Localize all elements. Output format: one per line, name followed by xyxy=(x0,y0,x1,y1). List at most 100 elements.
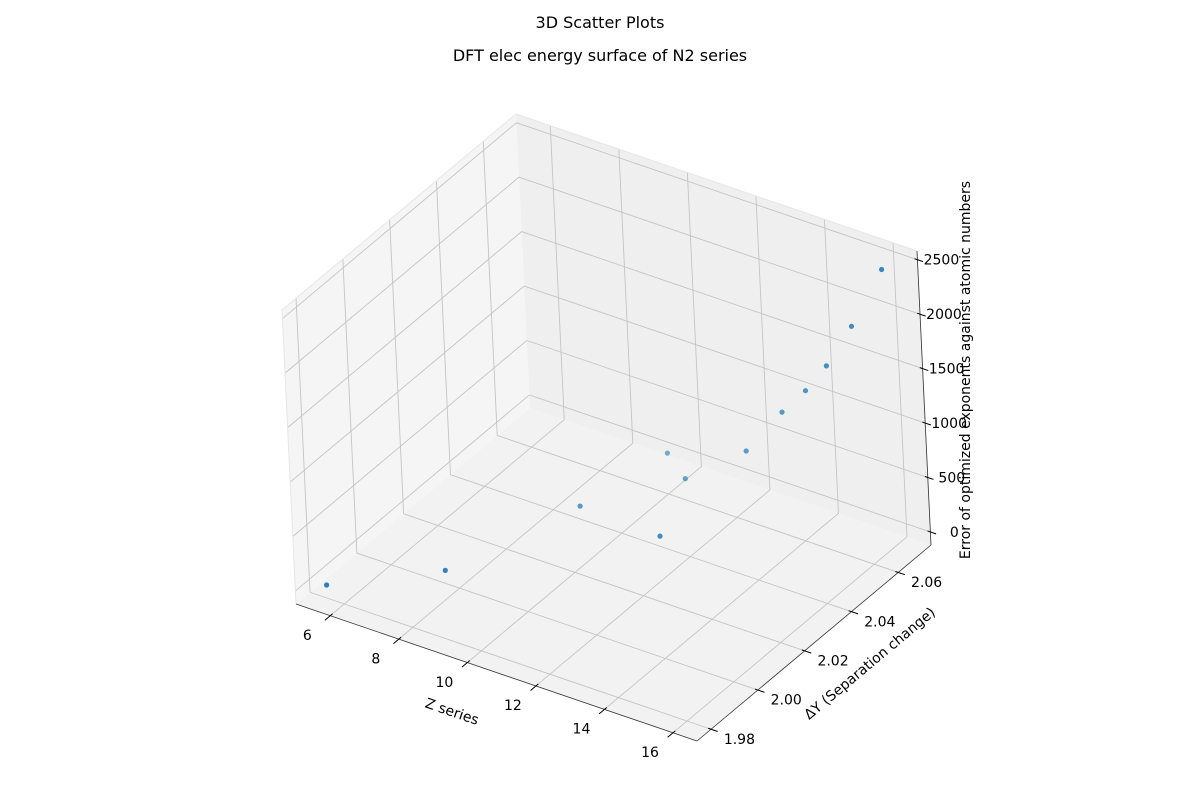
y-tick-label: 2.04 xyxy=(864,614,895,630)
x-tick xyxy=(461,660,470,668)
z-tick xyxy=(919,367,929,372)
x-grid-floor xyxy=(398,442,634,640)
data-point xyxy=(823,363,830,369)
y-grid-floor xyxy=(309,591,712,730)
x-tick-label: 8 xyxy=(371,651,380,667)
z-grid-left xyxy=(289,285,525,483)
back-wall-pane xyxy=(516,114,931,545)
z-tick xyxy=(917,312,926,317)
x-grid-floor xyxy=(604,513,839,710)
data-point xyxy=(664,450,671,456)
pane-edge xyxy=(281,309,297,605)
z-tick xyxy=(924,476,934,480)
x-grid-back xyxy=(686,172,702,467)
y-grid-floor xyxy=(497,435,899,573)
x-grid-floor xyxy=(467,466,702,663)
axis-lines xyxy=(281,113,932,742)
y-tick xyxy=(754,688,765,693)
figure-suptitle: 3D Scatter Plots xyxy=(535,13,665,32)
floor-pane xyxy=(296,408,931,741)
z-tick xyxy=(927,530,937,535)
y-grid-left xyxy=(295,298,311,593)
x-grid-back xyxy=(618,149,634,444)
z-tick xyxy=(914,258,924,263)
grid-lines xyxy=(282,122,931,734)
y-tick xyxy=(801,649,812,654)
z-tick-label: 1000 xyxy=(931,416,967,432)
x-tick xyxy=(530,683,539,691)
z-tick-label: 2000 xyxy=(926,307,962,323)
y-grid-floor xyxy=(450,474,852,613)
z-grid-left xyxy=(287,231,522,428)
z-grid-left xyxy=(282,122,517,320)
z-tick-label: 1500 xyxy=(929,362,965,378)
data-point xyxy=(879,266,885,273)
data-point xyxy=(743,448,749,454)
z-grid-back xyxy=(518,176,921,315)
x-tick xyxy=(598,707,608,715)
y-tick xyxy=(848,610,859,615)
tick-labels: 6 8 10 12 14 16 1.98 2.00 2.02 2.04 2.06 0 500 1000 15… xyxy=(303,253,967,761)
y-grid-left xyxy=(482,141,498,436)
x-grid-back xyxy=(549,125,565,420)
chart-title: DFT elec energy surface of N2 series xyxy=(452,46,748,65)
z-axis-label: Error of optimized exponents against ato… xyxy=(958,181,974,559)
data-point xyxy=(577,503,583,509)
y-grid-left xyxy=(389,219,405,514)
z-tick xyxy=(922,421,932,426)
y-tick-label: 2.02 xyxy=(817,654,848,670)
x-tick xyxy=(667,730,676,738)
x-tick xyxy=(393,636,402,645)
x-tick-label: 12 xyxy=(504,698,522,714)
y-tick xyxy=(708,727,718,732)
z-grid-left xyxy=(284,176,520,374)
x-grid-floor xyxy=(329,419,565,617)
y-grid-floor xyxy=(403,513,805,652)
x-tick xyxy=(324,613,333,621)
z-tick-label: 2500 xyxy=(924,253,960,269)
y-tick-label: 2.00 xyxy=(771,693,802,709)
y-tick xyxy=(895,570,906,576)
pane-edge xyxy=(515,113,918,252)
x-grid-back xyxy=(824,219,839,514)
x-axis-label: Z series xyxy=(423,696,481,729)
data-points xyxy=(324,266,885,588)
data-point xyxy=(779,409,785,415)
left-wall-pane xyxy=(282,114,530,604)
z-grid-left xyxy=(295,394,530,592)
data-point xyxy=(324,582,330,588)
z-tick-label: 500 xyxy=(938,470,965,486)
x-tick-label: 6 xyxy=(303,628,312,644)
data-point xyxy=(657,533,663,539)
y-axis-line xyxy=(696,544,932,742)
axis-panes xyxy=(282,114,931,741)
x-grid-floor xyxy=(672,536,908,734)
z-grid-left xyxy=(292,340,528,537)
pane-edge xyxy=(281,113,517,311)
y-grid-left xyxy=(435,180,451,475)
y-grid-left xyxy=(342,259,358,554)
y-grid-floor xyxy=(356,552,758,691)
y-tick-label: 1.98 xyxy=(724,732,755,748)
data-point xyxy=(682,476,688,482)
x-tick-label: 10 xyxy=(435,675,453,691)
tick-marks xyxy=(324,258,937,738)
z-grid-back xyxy=(521,231,923,370)
x-grid-floor xyxy=(535,489,771,687)
data-point xyxy=(442,567,448,574)
y-tick-label: 2.06 xyxy=(911,575,942,591)
x-grid-back xyxy=(755,195,771,490)
z-grid-back xyxy=(516,122,918,261)
x-tick-label: 16 xyxy=(641,745,659,761)
z-grid-back xyxy=(529,394,931,533)
data-point xyxy=(848,323,855,329)
z-grid-back xyxy=(524,285,926,424)
z-grid-back xyxy=(526,340,928,478)
z-tick-label: 0 xyxy=(950,525,959,541)
data-point xyxy=(802,388,809,394)
z-axis-line xyxy=(916,250,932,546)
x-tick-label: 14 xyxy=(573,722,591,738)
x-grid-back xyxy=(892,242,908,537)
x-axis-line xyxy=(295,603,698,742)
